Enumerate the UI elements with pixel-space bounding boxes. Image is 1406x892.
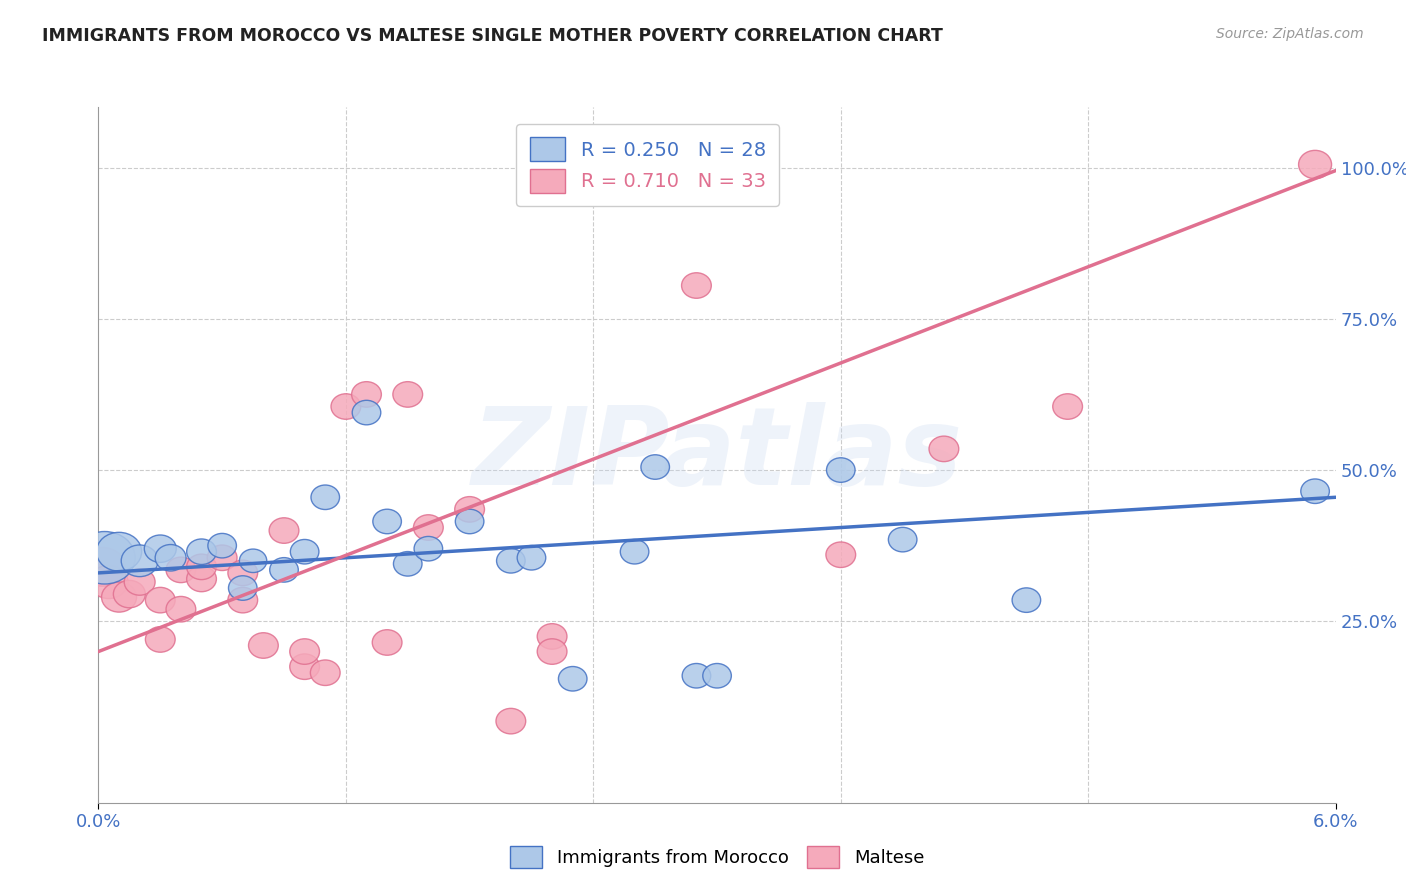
Ellipse shape [558,666,586,691]
Ellipse shape [270,558,298,582]
Ellipse shape [496,549,524,573]
Ellipse shape [620,540,648,564]
Ellipse shape [682,273,711,298]
Ellipse shape [1301,479,1329,503]
Ellipse shape [373,509,401,533]
Text: Source: ZipAtlas.com: Source: ZipAtlas.com [1216,27,1364,41]
Ellipse shape [496,708,526,734]
Ellipse shape [392,382,423,407]
Ellipse shape [145,627,176,652]
Ellipse shape [373,630,402,656]
Ellipse shape [75,532,135,584]
Ellipse shape [239,549,267,573]
Ellipse shape [229,575,257,600]
Ellipse shape [269,517,299,543]
Ellipse shape [145,587,176,613]
Ellipse shape [413,515,443,541]
Ellipse shape [929,436,959,462]
Ellipse shape [1053,393,1083,419]
Ellipse shape [311,660,340,685]
Ellipse shape [187,554,217,580]
Ellipse shape [825,542,856,567]
Ellipse shape [517,546,546,570]
Ellipse shape [80,548,125,586]
Ellipse shape [352,382,381,407]
Ellipse shape [249,632,278,658]
Ellipse shape [889,527,917,552]
Ellipse shape [187,539,217,565]
Ellipse shape [353,401,381,425]
Ellipse shape [682,664,710,688]
Ellipse shape [641,455,669,479]
Ellipse shape [208,533,236,558]
Ellipse shape [394,551,422,576]
Ellipse shape [454,497,485,522]
Text: ZIPatlas: ZIPatlas [471,402,963,508]
Ellipse shape [290,639,319,665]
Ellipse shape [291,540,319,564]
Ellipse shape [187,566,217,591]
Ellipse shape [1299,151,1331,178]
Ellipse shape [415,536,443,561]
Ellipse shape [703,664,731,688]
Ellipse shape [456,509,484,533]
Ellipse shape [145,535,176,562]
Ellipse shape [537,639,567,665]
Ellipse shape [827,458,855,483]
Ellipse shape [166,558,195,582]
Ellipse shape [1012,588,1040,613]
Ellipse shape [290,654,319,680]
Ellipse shape [124,569,155,595]
Ellipse shape [90,566,128,599]
Text: IMMIGRANTS FROM MOROCCO VS MALTESE SINGLE MOTHER POVERTY CORRELATION CHART: IMMIGRANTS FROM MOROCCO VS MALTESE SINGL… [42,27,943,45]
Ellipse shape [228,560,257,586]
Ellipse shape [101,582,136,612]
Ellipse shape [311,485,339,509]
Ellipse shape [155,544,186,571]
Ellipse shape [121,545,157,576]
Ellipse shape [330,393,361,419]
Legend: Immigrants from Morocco, Maltese: Immigrants from Morocco, Maltese [501,838,934,877]
Ellipse shape [166,597,195,622]
Ellipse shape [114,581,145,607]
Ellipse shape [97,533,142,571]
Ellipse shape [228,587,257,613]
Ellipse shape [537,624,567,649]
Ellipse shape [207,545,238,571]
